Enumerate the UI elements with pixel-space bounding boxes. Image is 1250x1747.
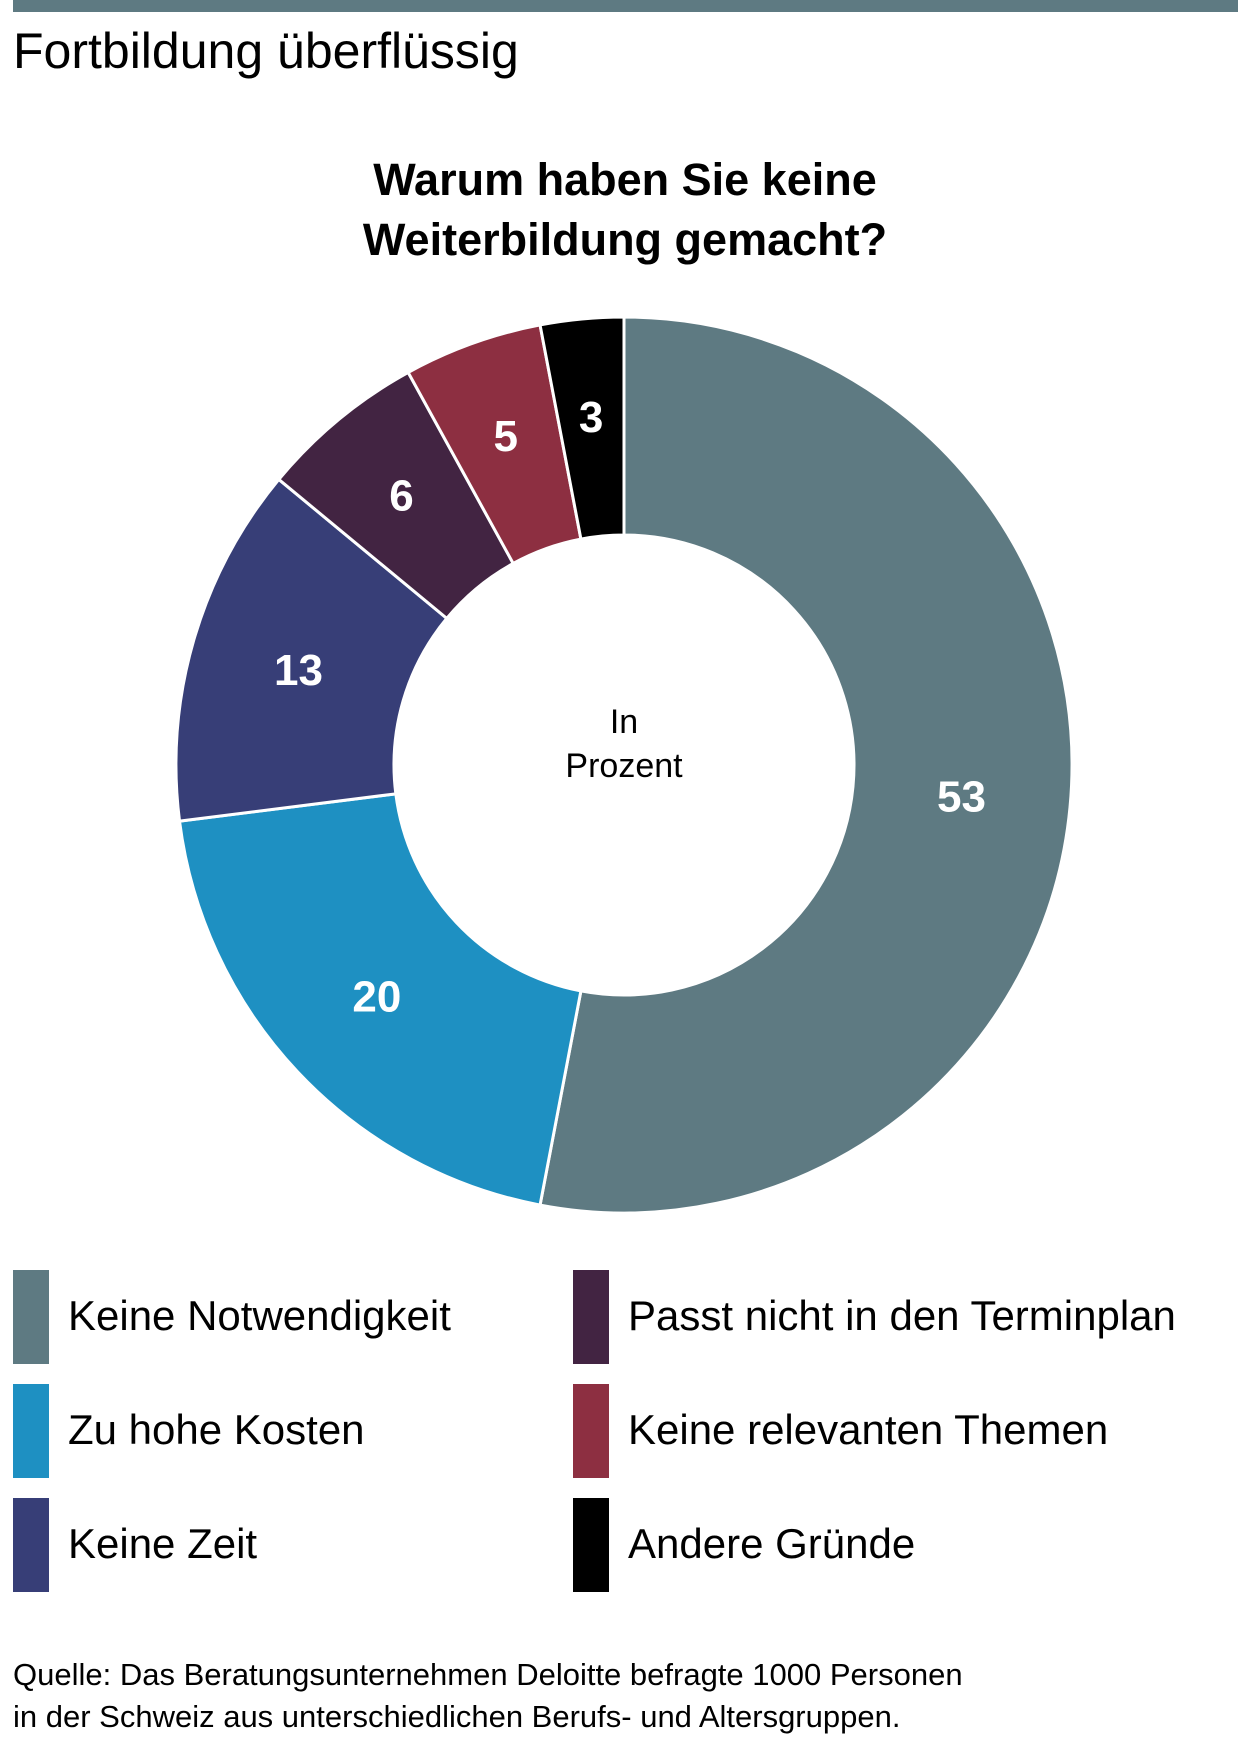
legend-label: Keine relevanten Themen xyxy=(628,1406,1109,1453)
legend-label: Keine Zeit xyxy=(68,1520,258,1567)
top-accent-bar xyxy=(13,0,1238,12)
legend-swatch xyxy=(573,1270,609,1364)
chart-title-line-1: Warum haben Sie keine xyxy=(373,154,877,205)
donut-slice-1 xyxy=(538,315,1074,1215)
donut-slice-6 xyxy=(538,315,626,541)
source-line-2: in der Schweiz aus unterschiedlichen Ber… xyxy=(13,1699,901,1734)
legend-swatch xyxy=(573,1384,609,1478)
legend-swatch xyxy=(13,1498,49,1592)
slice-value-label: 53 xyxy=(937,772,986,821)
legend-label: Andere Gründe xyxy=(628,1520,916,1567)
slice-value-label: 5 xyxy=(494,412,518,461)
legend-swatch xyxy=(573,1498,609,1592)
legend-swatch xyxy=(13,1270,49,1364)
slice-value-label: 6 xyxy=(389,472,413,521)
slice-value-label: 3 xyxy=(579,393,603,442)
page-headline: Fortbildung überflüssig xyxy=(13,23,519,79)
chart-legend: Keine Notwendigkeit Zu hohe Kosten Keine… xyxy=(0,1270,1250,1600)
legend-label: Passt nicht in den Terminplan xyxy=(628,1292,1176,1339)
chart-title-line-2: Weiterbildung gemacht? xyxy=(362,214,888,265)
chart-title: Warum haben Sie keine Weiterbildung gema… xyxy=(0,150,1250,270)
source-line-1: Quelle: Das Beratungsunternehmen Deloitt… xyxy=(13,1657,963,1692)
legend-label: Zu hohe Kosten xyxy=(68,1406,365,1453)
donut-slice-2 xyxy=(177,792,583,1207)
center-label-line-2: Prozent xyxy=(565,747,683,785)
slice-value-label: 20 xyxy=(352,973,401,1022)
legend-label: Keine Notwendigkeit xyxy=(68,1292,451,1339)
legend-swatch xyxy=(13,1384,49,1478)
source-note: Quelle: Das Beratungsunternehmen Deloitt… xyxy=(13,1654,963,1738)
donut-slice-3 xyxy=(174,477,449,823)
center-label-line-1: In xyxy=(610,703,638,741)
slice-value-label: 13 xyxy=(274,646,323,695)
